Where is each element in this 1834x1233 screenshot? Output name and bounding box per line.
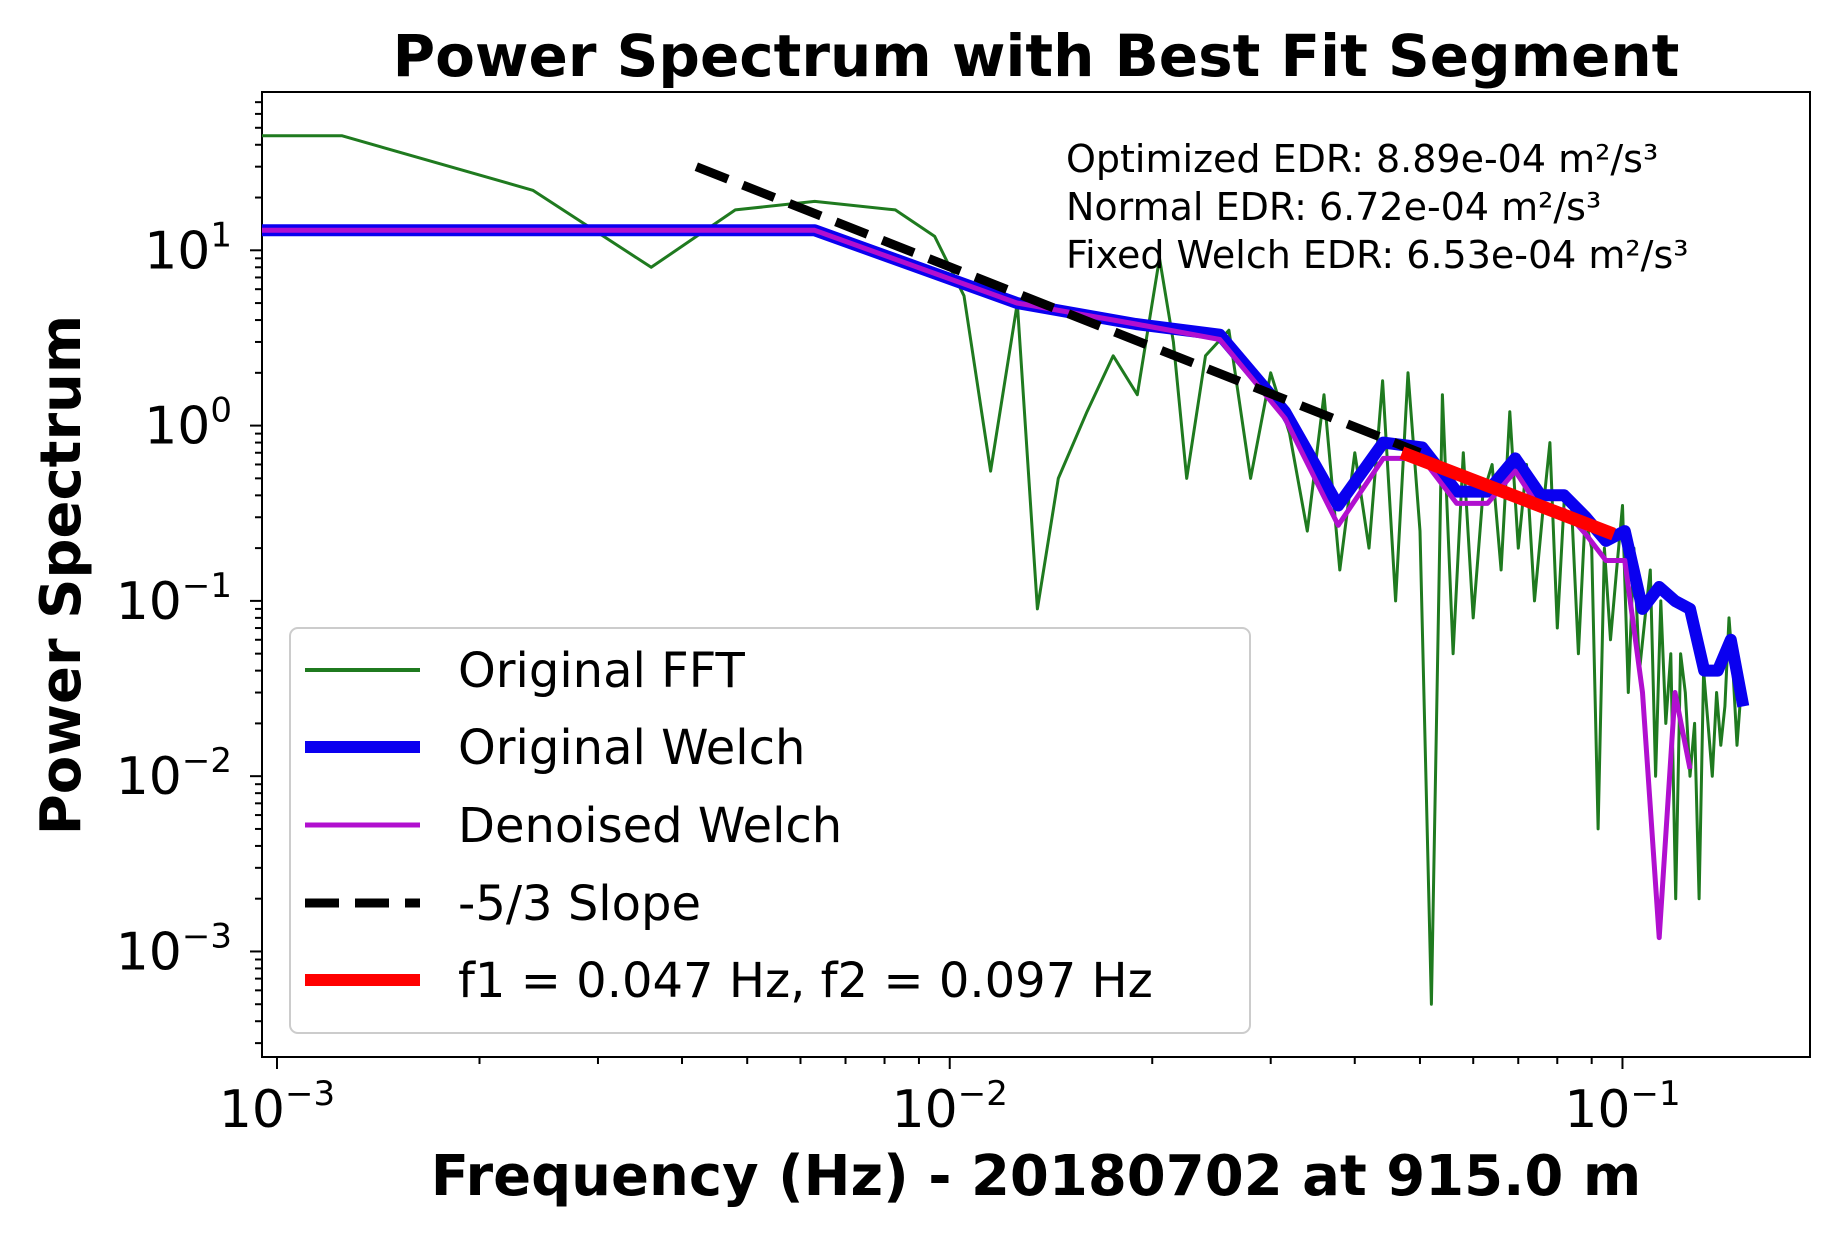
series-line-original-fft [262, 134, 1743, 1006]
y-tick-label: 101 [144, 215, 232, 281]
chart-title: Power Spectrum with Best Fit Segment [393, 22, 1680, 90]
annotation-fixed-welch-edr: Fixed Welch EDR: 6.53e-04 m²/s³ [1066, 233, 1689, 277]
series-line-denoised-welch [262, 227, 1693, 941]
series-layer [262, 134, 1750, 1006]
edr-annotations: Optimized EDR: 8.89e-04 m²/s³ Normal EDR… [1066, 137, 1689, 277]
y-tick-label: 10−1 [116, 566, 232, 632]
ticks-layer: 10−3 10−2 10−1 101 100 10−1 10−2 10−3 [116, 101, 1681, 1140]
x-tick-label: 10−2 [892, 1074, 1008, 1140]
series-line-slope [694, 162, 1422, 457]
legend-label-best-fit: f1 = 0.047 Hz, f2 = 0.097 Hz [458, 953, 1153, 1009]
y-tick-label: 10−3 [116, 916, 232, 982]
legend-label-slope: -5/3 Slope [458, 876, 701, 932]
annotation-optimized-edr: Optimized EDR: 8.89e-04 m²/s³ [1066, 137, 1658, 181]
y-tick-label: 100 [144, 391, 232, 457]
series-line-original-welch [262, 224, 1750, 708]
x-axis-label: Frequency (Hz) - 20180702 at 915.0 m [431, 1144, 1641, 1209]
series-line-best-fit [1399, 446, 1616, 541]
plot-frame [261, 91, 1811, 1058]
annotation-normal-edr: Normal EDR: 6.72e-04 m²/s³ [1066, 185, 1601, 229]
x-tick-label: 10−1 [1564, 1074, 1680, 1140]
legend-label-original-welch: Original Welch [458, 720, 805, 776]
x-tick-label: 10−3 [219, 1074, 335, 1140]
y-axis-label: Power Spectrum [29, 315, 94, 836]
legend: Original FFT Original Welch Denoised Wel… [289, 627, 1251, 1034]
legend-frame [289, 627, 1251, 1034]
legend-label-denoised-welch: Denoised Welch [458, 798, 842, 854]
y-tick-label: 10−2 [116, 741, 232, 807]
legend-label-original-fft: Original FFT [458, 643, 745, 699]
